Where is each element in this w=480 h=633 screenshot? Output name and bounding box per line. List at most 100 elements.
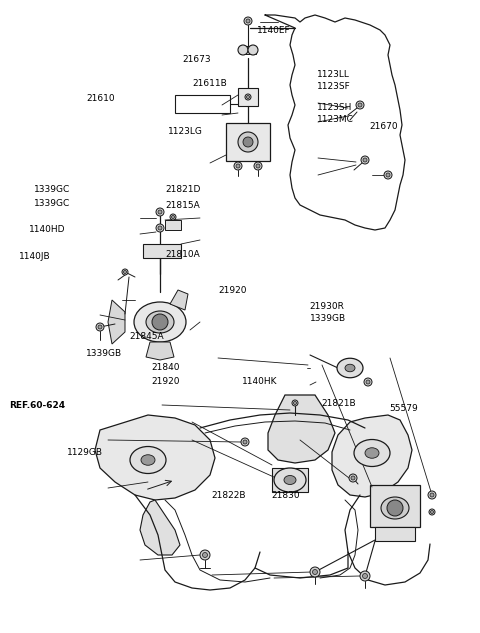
Circle shape (122, 269, 128, 275)
Text: 1123SF: 1123SF (317, 82, 350, 91)
Text: 1339GB: 1339GB (86, 349, 122, 358)
Text: 1123SH: 1123SH (317, 103, 352, 112)
Polygon shape (146, 342, 174, 360)
Polygon shape (170, 290, 188, 310)
Text: 21810A: 21810A (166, 250, 200, 259)
Circle shape (245, 94, 251, 100)
Circle shape (243, 137, 253, 147)
Polygon shape (268, 395, 335, 463)
Circle shape (234, 162, 242, 170)
Circle shape (238, 45, 248, 55)
Circle shape (429, 509, 435, 515)
Text: 1129GB: 1129GB (67, 448, 103, 457)
Circle shape (244, 17, 252, 25)
Circle shape (428, 491, 436, 499)
Ellipse shape (141, 454, 155, 465)
Text: 21920: 21920 (218, 286, 247, 295)
Ellipse shape (284, 475, 296, 484)
Circle shape (158, 210, 162, 214)
Circle shape (310, 567, 320, 577)
Bar (165, 220, 181, 230)
Text: 1123MC: 1123MC (317, 115, 354, 124)
Ellipse shape (381, 497, 409, 519)
Circle shape (360, 571, 370, 581)
Ellipse shape (345, 364, 355, 372)
Circle shape (254, 162, 262, 170)
Text: 21830: 21830 (271, 491, 300, 499)
Circle shape (238, 132, 258, 152)
Text: 1339GB: 1339GB (310, 314, 346, 323)
Bar (175, 95, 230, 113)
Ellipse shape (134, 302, 186, 342)
Circle shape (292, 400, 298, 406)
Circle shape (366, 380, 370, 384)
Polygon shape (332, 415, 412, 497)
Bar (143, 244, 181, 258)
Text: 21822B: 21822B (211, 491, 246, 499)
Text: 21611B: 21611B (192, 79, 227, 88)
Bar (226, 123, 270, 161)
Text: REF.60-624: REF.60-624 (10, 401, 66, 410)
Text: 1339GC: 1339GC (34, 199, 70, 208)
Circle shape (248, 45, 258, 55)
Text: 1140EF: 1140EF (257, 26, 290, 35)
Circle shape (200, 550, 210, 560)
Circle shape (236, 164, 240, 168)
Circle shape (431, 510, 433, 513)
Ellipse shape (365, 448, 379, 458)
Text: 55579: 55579 (389, 404, 418, 413)
Circle shape (351, 476, 355, 480)
Circle shape (362, 573, 368, 579)
Bar (370, 485, 420, 527)
Text: 1123LL: 1123LL (317, 70, 349, 79)
Circle shape (98, 325, 102, 329)
Polygon shape (140, 500, 180, 555)
Circle shape (256, 164, 260, 168)
Circle shape (293, 401, 297, 404)
Circle shape (356, 101, 364, 109)
Text: 21670: 21670 (370, 122, 398, 131)
Ellipse shape (354, 439, 390, 467)
Ellipse shape (146, 311, 174, 333)
Circle shape (156, 208, 164, 216)
Circle shape (387, 500, 403, 516)
Text: 1339GC: 1339GC (34, 185, 70, 194)
Text: 21845A: 21845A (130, 332, 164, 341)
Bar (375, 527, 415, 541)
Circle shape (170, 214, 176, 220)
Circle shape (430, 493, 434, 497)
Circle shape (363, 158, 367, 162)
Polygon shape (108, 300, 125, 344)
Text: 1140HD: 1140HD (29, 225, 65, 234)
Circle shape (361, 156, 369, 164)
Text: 21920: 21920 (151, 377, 180, 385)
Circle shape (358, 103, 362, 107)
Circle shape (171, 215, 175, 218)
Text: 21815A: 21815A (166, 201, 200, 210)
Text: 21821B: 21821B (322, 399, 356, 408)
Text: 21673: 21673 (182, 55, 211, 64)
Text: 1140HK: 1140HK (242, 377, 278, 385)
Text: 21840: 21840 (151, 363, 180, 372)
Bar (240, 46, 256, 54)
Polygon shape (95, 415, 215, 500)
Circle shape (243, 440, 247, 444)
Circle shape (384, 171, 392, 179)
Ellipse shape (274, 468, 306, 492)
Text: 1140JB: 1140JB (19, 252, 51, 261)
Circle shape (96, 323, 104, 331)
Ellipse shape (337, 358, 363, 378)
Text: 1123LG: 1123LG (168, 127, 203, 136)
Circle shape (247, 96, 250, 99)
Circle shape (156, 224, 164, 232)
Circle shape (152, 314, 168, 330)
Text: 21821D: 21821D (166, 185, 201, 194)
Circle shape (123, 270, 127, 273)
Circle shape (349, 474, 357, 482)
Circle shape (312, 570, 317, 575)
Circle shape (246, 19, 250, 23)
Circle shape (203, 553, 207, 558)
Ellipse shape (130, 446, 166, 473)
Circle shape (158, 226, 162, 230)
Text: 21930R: 21930R (310, 302, 345, 311)
